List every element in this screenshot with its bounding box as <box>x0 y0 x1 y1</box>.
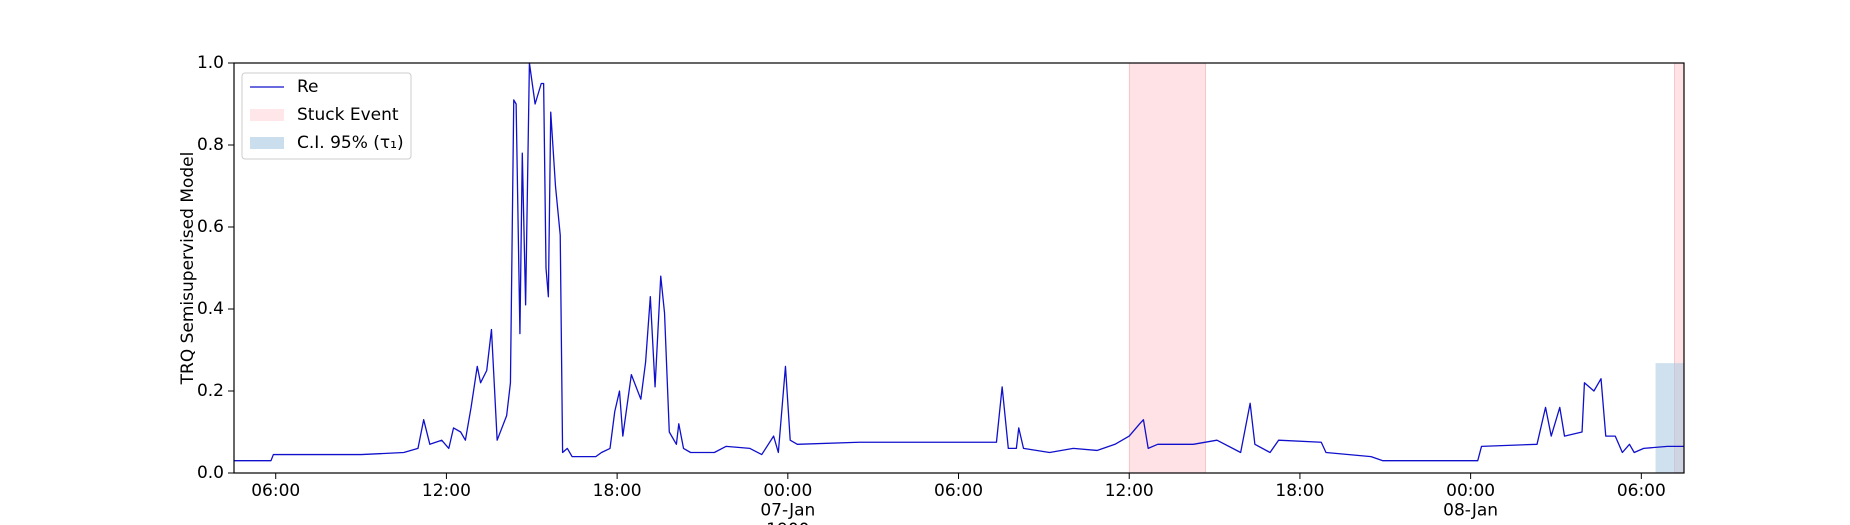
y-axis-label: TRQ Semisupervised Model <box>178 152 198 386</box>
x-tick-label: 06:00 <box>1617 481 1666 501</box>
y-tick-label: 0.6 <box>197 217 224 237</box>
y-tick-label: 0.0 <box>197 463 224 483</box>
y-tick-label: 0.4 <box>197 299 224 319</box>
x-tick-label: 12:00 <box>1105 481 1154 501</box>
legend-patch <box>250 137 284 149</box>
legend-box <box>241 72 412 160</box>
line <box>234 62 1684 462</box>
x-tick-label: 18:00 <box>593 481 642 501</box>
x-tick-label: 00:00 08-Jan <box>1443 481 1498 521</box>
x-tick-label: 06:00 <box>934 481 983 501</box>
span <box>1128 62 1206 474</box>
x-tick-label: 18:00 <box>1275 481 1324 501</box>
x-tick-label: 12:00 <box>422 481 471 501</box>
y-tick-label: 0.2 <box>197 381 224 401</box>
legend-label: C.I. 95% (τ₁) <box>297 133 404 153</box>
legend-label: Stuck Event <box>297 105 399 125</box>
legend-label: Re <box>297 77 319 97</box>
legend-patch <box>250 109 284 121</box>
y-tick-label: 1.0 <box>197 53 224 73</box>
y-tick-label: 0.8 <box>197 135 224 155</box>
band <box>1655 363 1684 473</box>
x-tick-label: 06:00 <box>251 481 300 501</box>
plot-frame <box>233 62 1685 474</box>
